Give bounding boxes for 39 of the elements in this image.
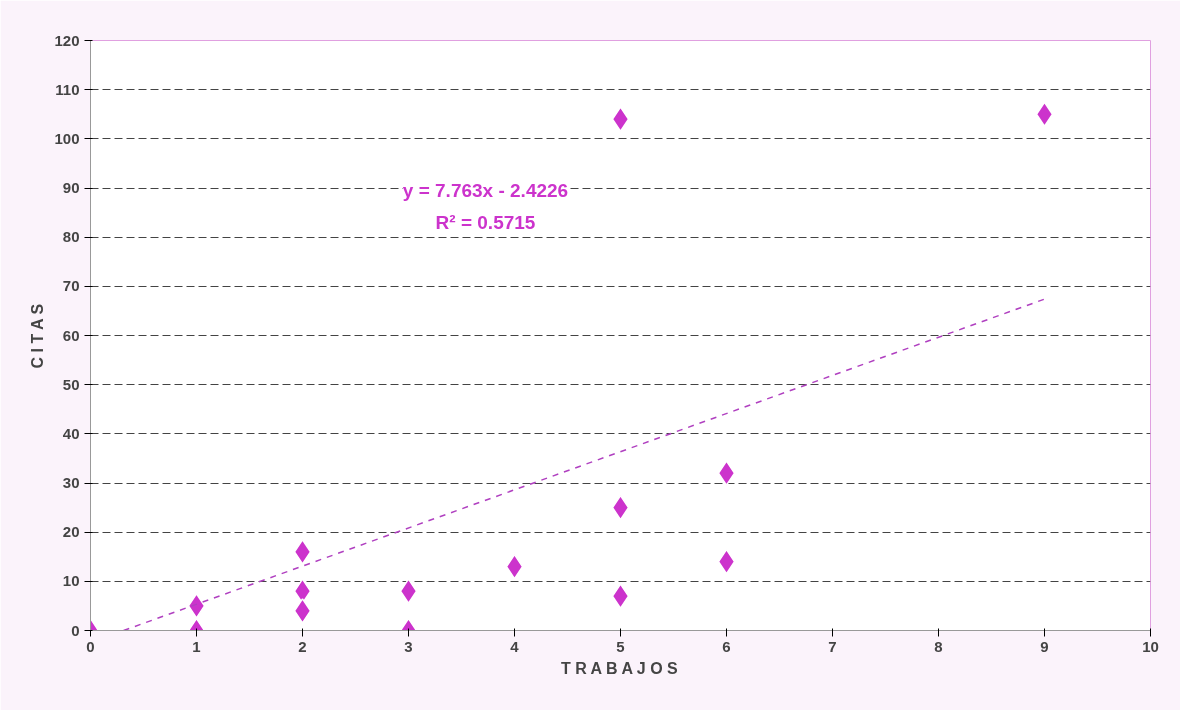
y-tick-label: 40 bbox=[62, 424, 80, 442]
point bbox=[187, 593, 206, 619]
x-tick-label: 0 bbox=[86, 637, 95, 655]
x-tick-label: 3 bbox=[404, 637, 413, 655]
y-tick-label: 100 bbox=[54, 129, 80, 147]
annotation: y = 7.763x - 2.4226 bbox=[402, 179, 569, 201]
point bbox=[293, 539, 312, 565]
y-tick-label: 120 bbox=[54, 31, 80, 49]
x-tick-label: 2 bbox=[298, 637, 307, 655]
point bbox=[717, 460, 736, 486]
point bbox=[399, 578, 418, 604]
point bbox=[717, 548, 736, 575]
x-tick-label: 5 bbox=[616, 637, 625, 655]
x-tick-label: 7 bbox=[828, 637, 837, 655]
point bbox=[1035, 101, 1054, 127]
x-tick-label: 9 bbox=[1040, 637, 1049, 655]
x-axis-title: T R A B A J O S bbox=[560, 659, 679, 677]
y-tick-label: 90 bbox=[62, 179, 80, 196]
y-tick-label: 110 bbox=[55, 80, 80, 98]
y-tick-label: 20 bbox=[62, 523, 80, 541]
x-tick-label: 1 bbox=[192, 637, 201, 655]
y-tick-label: 60 bbox=[62, 326, 80, 344]
y-axis-title: C I T A S bbox=[29, 303, 47, 369]
annotation: R² = 0.5715 bbox=[435, 211, 536, 233]
x-tick-label: 6 bbox=[722, 637, 731, 655]
point bbox=[611, 106, 630, 132]
y-tick-label: 80 bbox=[62, 228, 80, 246]
point bbox=[611, 583, 630, 609]
y-tick-label: 30 bbox=[62, 474, 80, 491]
point bbox=[505, 553, 524, 580]
y-tick-label: 70 bbox=[62, 277, 80, 295]
y-tick-label: 0 bbox=[71, 621, 80, 639]
x-tick-label: 10 bbox=[1142, 637, 1159, 655]
y-tick-label: 50 bbox=[62, 375, 80, 393]
point bbox=[611, 494, 630, 521]
x-tick-label: 8 bbox=[934, 637, 943, 655]
point bbox=[293, 598, 312, 624]
x-tick-label: 4 bbox=[510, 637, 520, 655]
y-tick-label: 10 bbox=[62, 572, 80, 590]
